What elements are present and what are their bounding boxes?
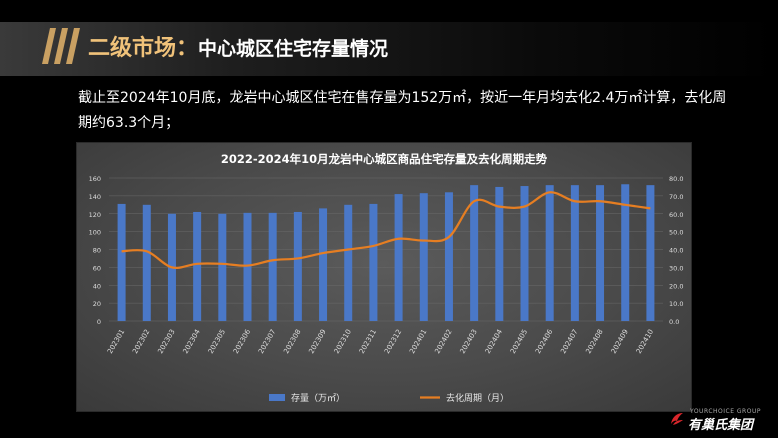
y-right-tick-label: 80.0 bbox=[669, 175, 683, 183]
brand-logo-icon bbox=[671, 413, 683, 425]
x-tick-label: 202311 bbox=[358, 328, 378, 355]
title-main: 中心城区住宅存量情况 bbox=[198, 38, 389, 60]
x-tick-label: 202312 bbox=[383, 328, 403, 355]
y-left-tick-label: 60 bbox=[93, 264, 101, 272]
logo-name: 有巢氏集团 bbox=[688, 418, 754, 433]
y-right-tick-label: 60.0 bbox=[669, 211, 683, 219]
y-left-tick-label: 100 bbox=[89, 229, 101, 237]
x-tick-label: 202408 bbox=[584, 328, 604, 355]
x-tick-label: 202303 bbox=[156, 328, 176, 355]
bar-inventory bbox=[117, 203, 126, 321]
bar-inventory bbox=[621, 184, 630, 321]
y-left-tick-label: 160 bbox=[89, 175, 101, 183]
chart-panel: 2022-2024年10月龙岩中心城区商品住宅存量及去化周期走势 0 20 40 60… bbox=[76, 142, 692, 412]
x-tick-label: 202305 bbox=[207, 328, 227, 355]
y-right-tick-label: 40.0 bbox=[669, 247, 683, 255]
bar-inventory bbox=[344, 204, 353, 321]
y-left-tick-label: 120 bbox=[89, 211, 101, 219]
x-tick-label: 202310 bbox=[333, 328, 353, 355]
x-tick-label: 202308 bbox=[282, 328, 302, 355]
legend-label-inventory: 存量（万㎡） bbox=[291, 392, 345, 404]
bar-inventory bbox=[268, 212, 277, 321]
bar-inventory bbox=[545, 185, 554, 321]
y-left-tick-label: 80 bbox=[93, 247, 101, 255]
chart-title: 2022-2024年10月龙岩中心城区商品住宅存量及去化周期走势 bbox=[221, 152, 548, 166]
series-line-clearance-cycle bbox=[121, 191, 651, 269]
bar-inventory bbox=[142, 204, 151, 321]
chart-legend: 存量（万㎡） 去化周期（月） bbox=[269, 392, 509, 404]
y-right-tick-label: 70.0 bbox=[669, 193, 683, 201]
x-tick-label: 202403 bbox=[459, 328, 479, 355]
y-left-tick-label: 40 bbox=[93, 282, 101, 290]
bar-inventory bbox=[570, 185, 579, 321]
bar-inventory bbox=[520, 186, 529, 321]
combo-chart: 2022-2024年10月龙岩中心城区商品住宅存量及去化周期走势 0 20 40 60… bbox=[89, 152, 684, 404]
header-band bbox=[0, 22, 778, 76]
x-tick-label: 202301 bbox=[106, 328, 126, 355]
page-title: 二级市场：中心城区住宅存量情况 bbox=[88, 30, 388, 62]
x-tick-label: 202306 bbox=[232, 328, 253, 356]
bar-inventory bbox=[596, 185, 605, 321]
title-prefix: 二级市场： bbox=[88, 36, 199, 61]
y-right-tick-label: 0.0 bbox=[669, 318, 679, 326]
x-tick-label: 202404 bbox=[484, 328, 505, 356]
y-left-tick-label: 140 bbox=[89, 193, 101, 201]
y-left-tick-label: 20 bbox=[93, 300, 101, 308]
bar-inventory bbox=[369, 203, 378, 321]
bar-inventory bbox=[444, 192, 453, 321]
legend-label-cycle: 去化周期（月） bbox=[446, 392, 509, 404]
x-tick-label: 202407 bbox=[559, 328, 579, 355]
legend-swatch-inventory bbox=[269, 394, 285, 401]
x-tick-label: 202410 bbox=[635, 328, 655, 355]
bar-inventory bbox=[646, 185, 655, 321]
bar-inventory bbox=[218, 213, 227, 321]
y-right-tick-label: 50.0 bbox=[669, 229, 683, 237]
x-tick-label: 202401 bbox=[408, 328, 428, 355]
x-tick-label: 202409 bbox=[610, 328, 630, 355]
summary-text: 截止至2024年10月底，龙岩中心城区住宅在售存量为152万㎡，按近一年月均去化… bbox=[78, 90, 727, 131]
title-stripes-icon bbox=[42, 28, 80, 64]
y-right-tick-label: 10.0 bbox=[669, 300, 683, 308]
x-tick-label: 202402 bbox=[433, 328, 453, 355]
x-tick-label: 202307 bbox=[257, 328, 277, 355]
y-left-tick-label: 0 bbox=[97, 318, 101, 326]
logo-subtitle: YOURCHOICE GROUP bbox=[690, 408, 761, 415]
x-tick-label: 202309 bbox=[307, 328, 327, 355]
bar-inventory bbox=[293, 211, 302, 321]
bar-inventory bbox=[419, 193, 428, 321]
y-right-tick-label: 20.0 bbox=[669, 282, 683, 290]
bar-inventory bbox=[495, 186, 504, 321]
bar-inventory bbox=[394, 194, 403, 321]
x-tick-label: 202405 bbox=[509, 328, 529, 355]
y-right-tick-label: 30.0 bbox=[669, 264, 683, 272]
bar-inventory bbox=[243, 212, 252, 321]
bar-inventory bbox=[319, 208, 328, 321]
x-tick-label: 202406 bbox=[534, 328, 555, 356]
x-tick-label: 202302 bbox=[131, 328, 151, 355]
bar-inventory bbox=[193, 211, 202, 321]
bar-inventory bbox=[470, 185, 479, 321]
x-tick-label: 202304 bbox=[182, 328, 203, 356]
